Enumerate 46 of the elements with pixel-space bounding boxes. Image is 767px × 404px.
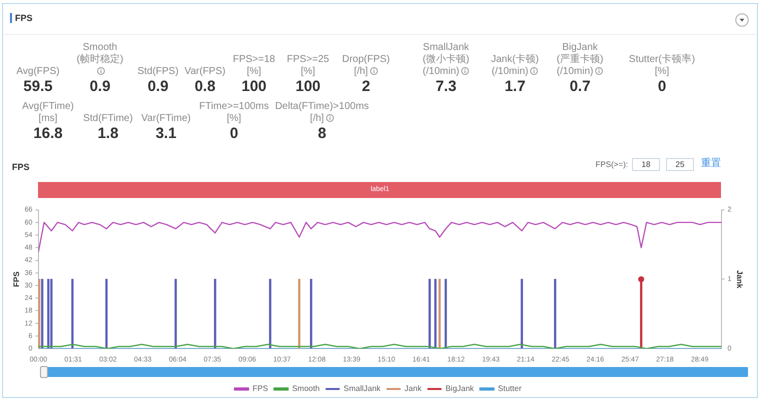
category-label: FPS>=18 [%] — [232, 54, 276, 78]
legend-label: Smooth — [292, 384, 320, 394]
text: 重置 — [701, 157, 722, 171]
data-label: 1.8 — [96, 125, 120, 142]
category-label: Var(FTime) — [141, 113, 191, 125]
data-label: 0.9 — [88, 78, 112, 95]
category-label: Delta(FTime)>100ms [/h] — [275, 101, 369, 125]
category-label: Drop(FPS) [/h] — [342, 54, 390, 78]
data-label: 7.3 — [434, 78, 458, 95]
chart-title: FPS — [12, 162, 30, 172]
y2-axis-title: Jank — [734, 270, 744, 289]
data-label: 2 — [360, 78, 372, 95]
data-label: 100 — [240, 78, 268, 95]
legend-label: Jank — [404, 384, 422, 394]
category-label: FTime>=100ms [%] — [199, 101, 269, 125]
category-label: Std(FPS) — [137, 66, 179, 78]
text: FPS(>=): — [594, 159, 628, 171]
data-label: 0 — [228, 125, 240, 142]
category-label: Jank(卡顿) (/10min) — [491, 54, 539, 78]
y-axis-title: FPS — [12, 270, 22, 287]
legend-label: Stutter — [498, 384, 522, 394]
text-field: 25 — [666, 158, 694, 171]
data-label: 59.5 — [22, 78, 54, 95]
category-label: Std(FTime) — [83, 113, 133, 125]
data-label: 0.9 — [146, 78, 170, 95]
category-label: Smooth(帧时稳定) — [76, 42, 124, 66]
legend-label: BigJank — [445, 384, 475, 394]
data-label: 0.7 — [568, 78, 592, 95]
data-label: 16.8 — [32, 125, 64, 142]
data-label: 8 — [316, 125, 328, 142]
category-label: Stutter(卡顿率) [%] — [628, 54, 696, 78]
category-label: Var(FPS) — [184, 66, 226, 78]
data-label: 100 — [294, 78, 322, 95]
text: FPS — [15, 12, 33, 24]
legend-label: FPS — [252, 384, 268, 394]
category-label: Avg(FTime) [ms] — [22, 101, 74, 125]
category-label: SmallJank(微小卡顿) (/10min) — [422, 42, 470, 78]
category-label: FPS>=25 [%] — [286, 54, 330, 78]
data-label: 0 — [656, 78, 668, 95]
category-label: BigJank(严重卡顿) (/10min) — [556, 42, 604, 78]
data-label: 0.8 — [194, 78, 216, 95]
legend-label: SmallJank — [344, 384, 382, 394]
category-label: Avg(FPS) — [16, 66, 60, 78]
data-label: 1.7 — [504, 78, 526, 95]
text-field: 18 — [632, 158, 660, 171]
data-label: 3.1 — [154, 125, 178, 142]
